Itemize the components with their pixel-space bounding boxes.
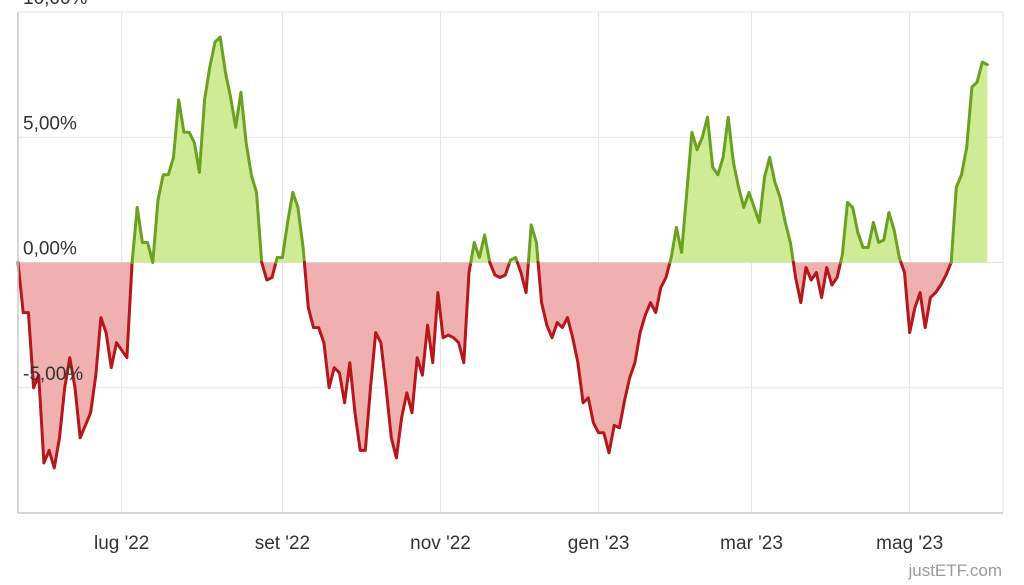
negative-line	[899, 261, 953, 335]
chart-credit: justETF.com	[907, 561, 1002, 580]
axis-layer	[17, 12, 1003, 514]
label-layer: 10,00% 5,00% 0,00% -5,00% lug '22 set '22 nov …	[23, 0, 943, 554]
positive-line	[469, 233, 492, 264]
x-tick-label: nov '22	[410, 533, 471, 554]
negative-area	[538, 262, 670, 453]
positive-line	[668, 115, 795, 264]
negative-line	[791, 261, 843, 305]
positive-line	[949, 60, 989, 264]
x-tick-label: lug '22	[94, 533, 149, 554]
line-layer	[16, 35, 989, 470]
y-tick-label: 0,00%	[23, 239, 77, 260]
positive-line	[274, 190, 306, 264]
negative-line	[488, 261, 512, 279]
positive-line	[508, 256, 519, 264]
negative-line	[536, 261, 672, 455]
negative-area	[18, 262, 133, 468]
positive-line	[130, 35, 264, 264]
x-tick-label: mar '23	[720, 533, 783, 554]
negative-line	[302, 261, 473, 460]
y-tick-label: -5,00%	[23, 364, 83, 385]
y-tick-label: 5,00%	[23, 113, 77, 134]
negative-area	[304, 262, 471, 458]
y-tick-label: 10,00%	[23, 0, 88, 9]
negative-line	[260, 261, 278, 282]
x-tick-label: set '22	[255, 533, 310, 554]
positive-line	[839, 200, 903, 264]
negative-line	[515, 261, 530, 295]
positive-line	[526, 223, 540, 264]
x-tick-label: gen '23	[568, 533, 630, 554]
positive-area	[840, 202, 901, 263]
negative-area	[901, 262, 952, 333]
positive-area	[951, 62, 988, 263]
x-tick-label: mag '23	[876, 533, 943, 554]
negative-line	[16, 261, 134, 470]
positive-area	[669, 117, 794, 263]
